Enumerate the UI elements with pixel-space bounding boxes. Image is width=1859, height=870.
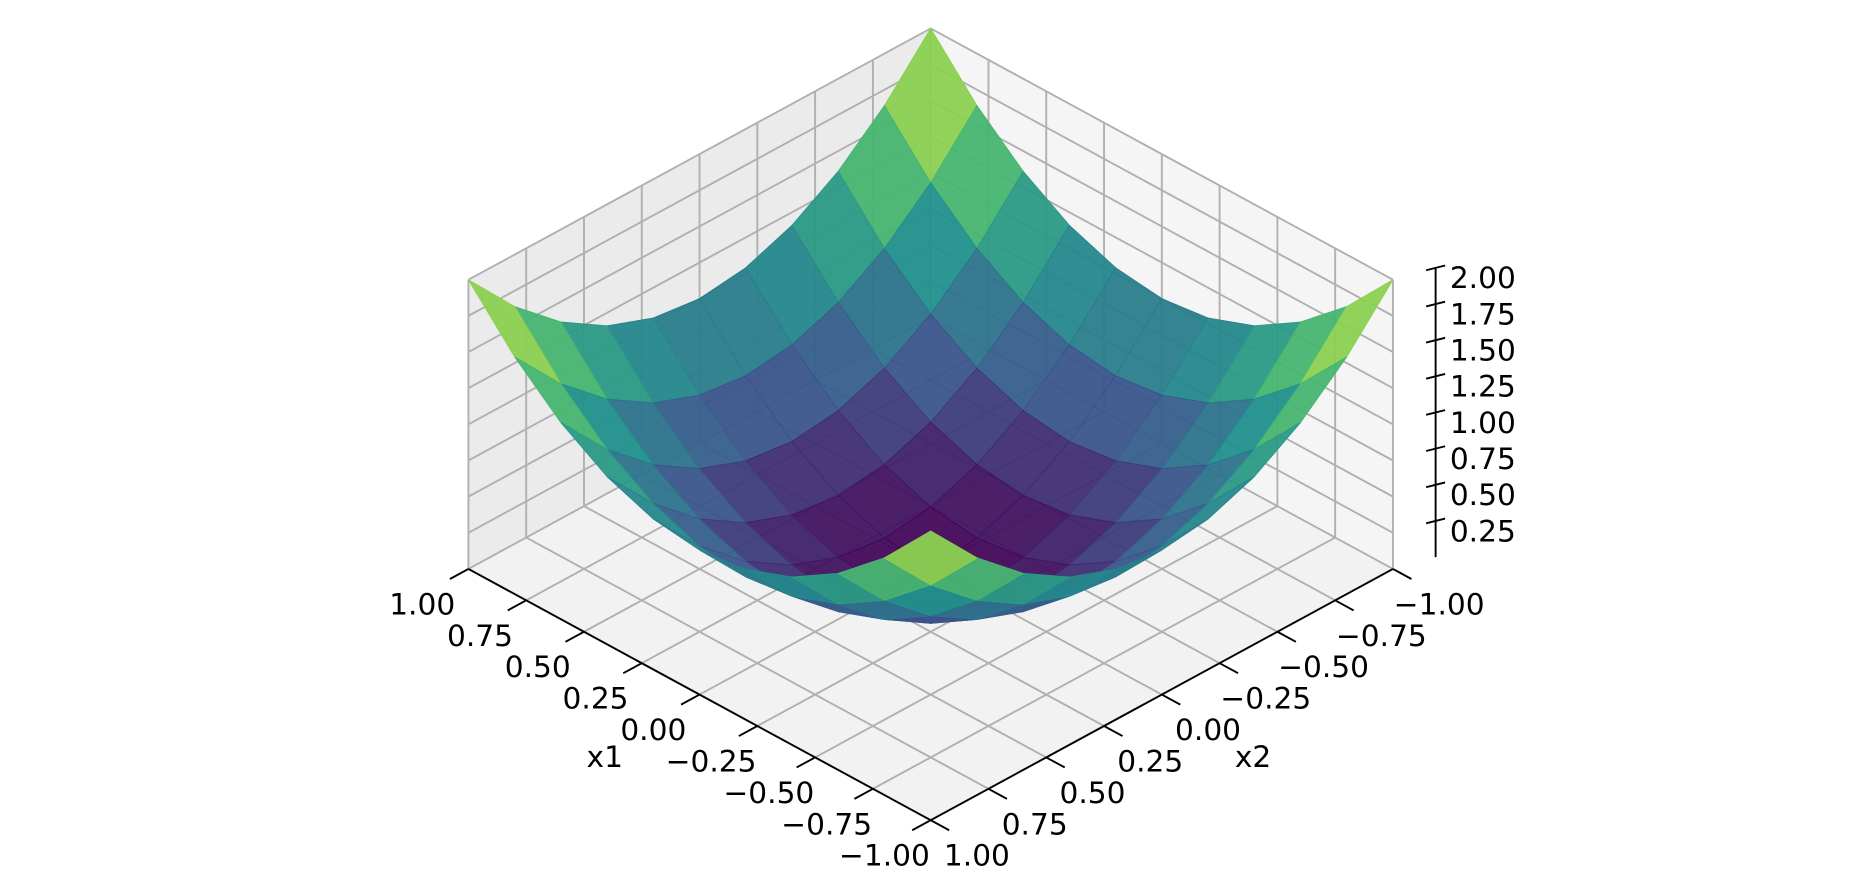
y-tick-label: 1.00 [944, 838, 1010, 870]
x-tick [853, 787, 874, 800]
grid-line [525, 536, 989, 790]
x-tick-label: 0.75 [447, 618, 513, 653]
y-tick-label: 0.75 [1002, 806, 1068, 841]
x-tick [680, 693, 701, 706]
y-tick [930, 819, 950, 832]
surface [468, 27, 1394, 624]
y-tick [988, 787, 1008, 800]
grid-line [467, 63, 932, 317]
y-tick-label: −0.25 [1220, 681, 1311, 716]
y-tick-label: −0.50 [1278, 649, 1369, 684]
grid-line [930, 99, 1394, 353]
x-tick [449, 568, 469, 580]
grid-line [930, 63, 1394, 317]
z-tick-label: 2.00 [1450, 260, 1516, 295]
y-tick [1392, 568, 1412, 580]
y-tick [1045, 756, 1066, 769]
x-tick [507, 599, 527, 612]
grid-line [467, 99, 932, 353]
y-axis-line [930, 568, 1394, 822]
y-axis-label: x2 [1235, 739, 1271, 774]
x-tick-label: −0.50 [723, 775, 814, 810]
y-tick [1276, 630, 1297, 643]
z-tick-label: 1.75 [1450, 296, 1516, 331]
z-tick-label: 1.50 [1450, 333, 1516, 368]
x-tick [622, 662, 643, 675]
x-tick-label: 0.25 [563, 681, 629, 716]
x-tick-label: −0.25 [666, 743, 757, 778]
y-tick [1103, 725, 1123, 737]
y-tick [1219, 662, 1239, 675]
x-tick-label: −0.75 [781, 806, 872, 841]
z-tick-label: 0.25 [1450, 513, 1516, 548]
x-tick-label: 0.50 [505, 649, 571, 684]
z-tick-label: 1.25 [1450, 369, 1516, 404]
y-tick [1161, 693, 1181, 706]
x-tick-label: 1.00 [389, 586, 455, 621]
z-tick-label: 0.50 [1450, 477, 1516, 512]
surface-patch [883, 530, 978, 586]
grid-line [467, 27, 932, 281]
x-tick [738, 725, 758, 737]
y-tick-label: −0.75 [1336, 618, 1427, 653]
axes: −1.00−0.75−0.50−0.250.000.250.500.751.00… [389, 260, 1516, 870]
x-tick-label: 0.00 [620, 712, 686, 747]
grid-line [583, 505, 1047, 759]
grid-line [930, 27, 1394, 281]
x-tick-label: −1.00 [839, 838, 930, 870]
z-tick-label: 0.75 [1450, 441, 1516, 476]
x-tick [796, 756, 816, 769]
x-axis-label: x1 [587, 739, 623, 774]
y-tick-label: 0.25 [1117, 743, 1183, 778]
y-tick-label: −1.00 [1394, 586, 1485, 621]
x-axis-line [467, 568, 932, 822]
z-tick-label: 1.00 [1450, 405, 1516, 440]
x-tick [911, 819, 932, 832]
x-tick [565, 630, 585, 643]
y-tick-label: 0.00 [1175, 712, 1241, 747]
y-tick-label: 0.50 [1059, 775, 1125, 810]
y-tick [1334, 599, 1355, 612]
